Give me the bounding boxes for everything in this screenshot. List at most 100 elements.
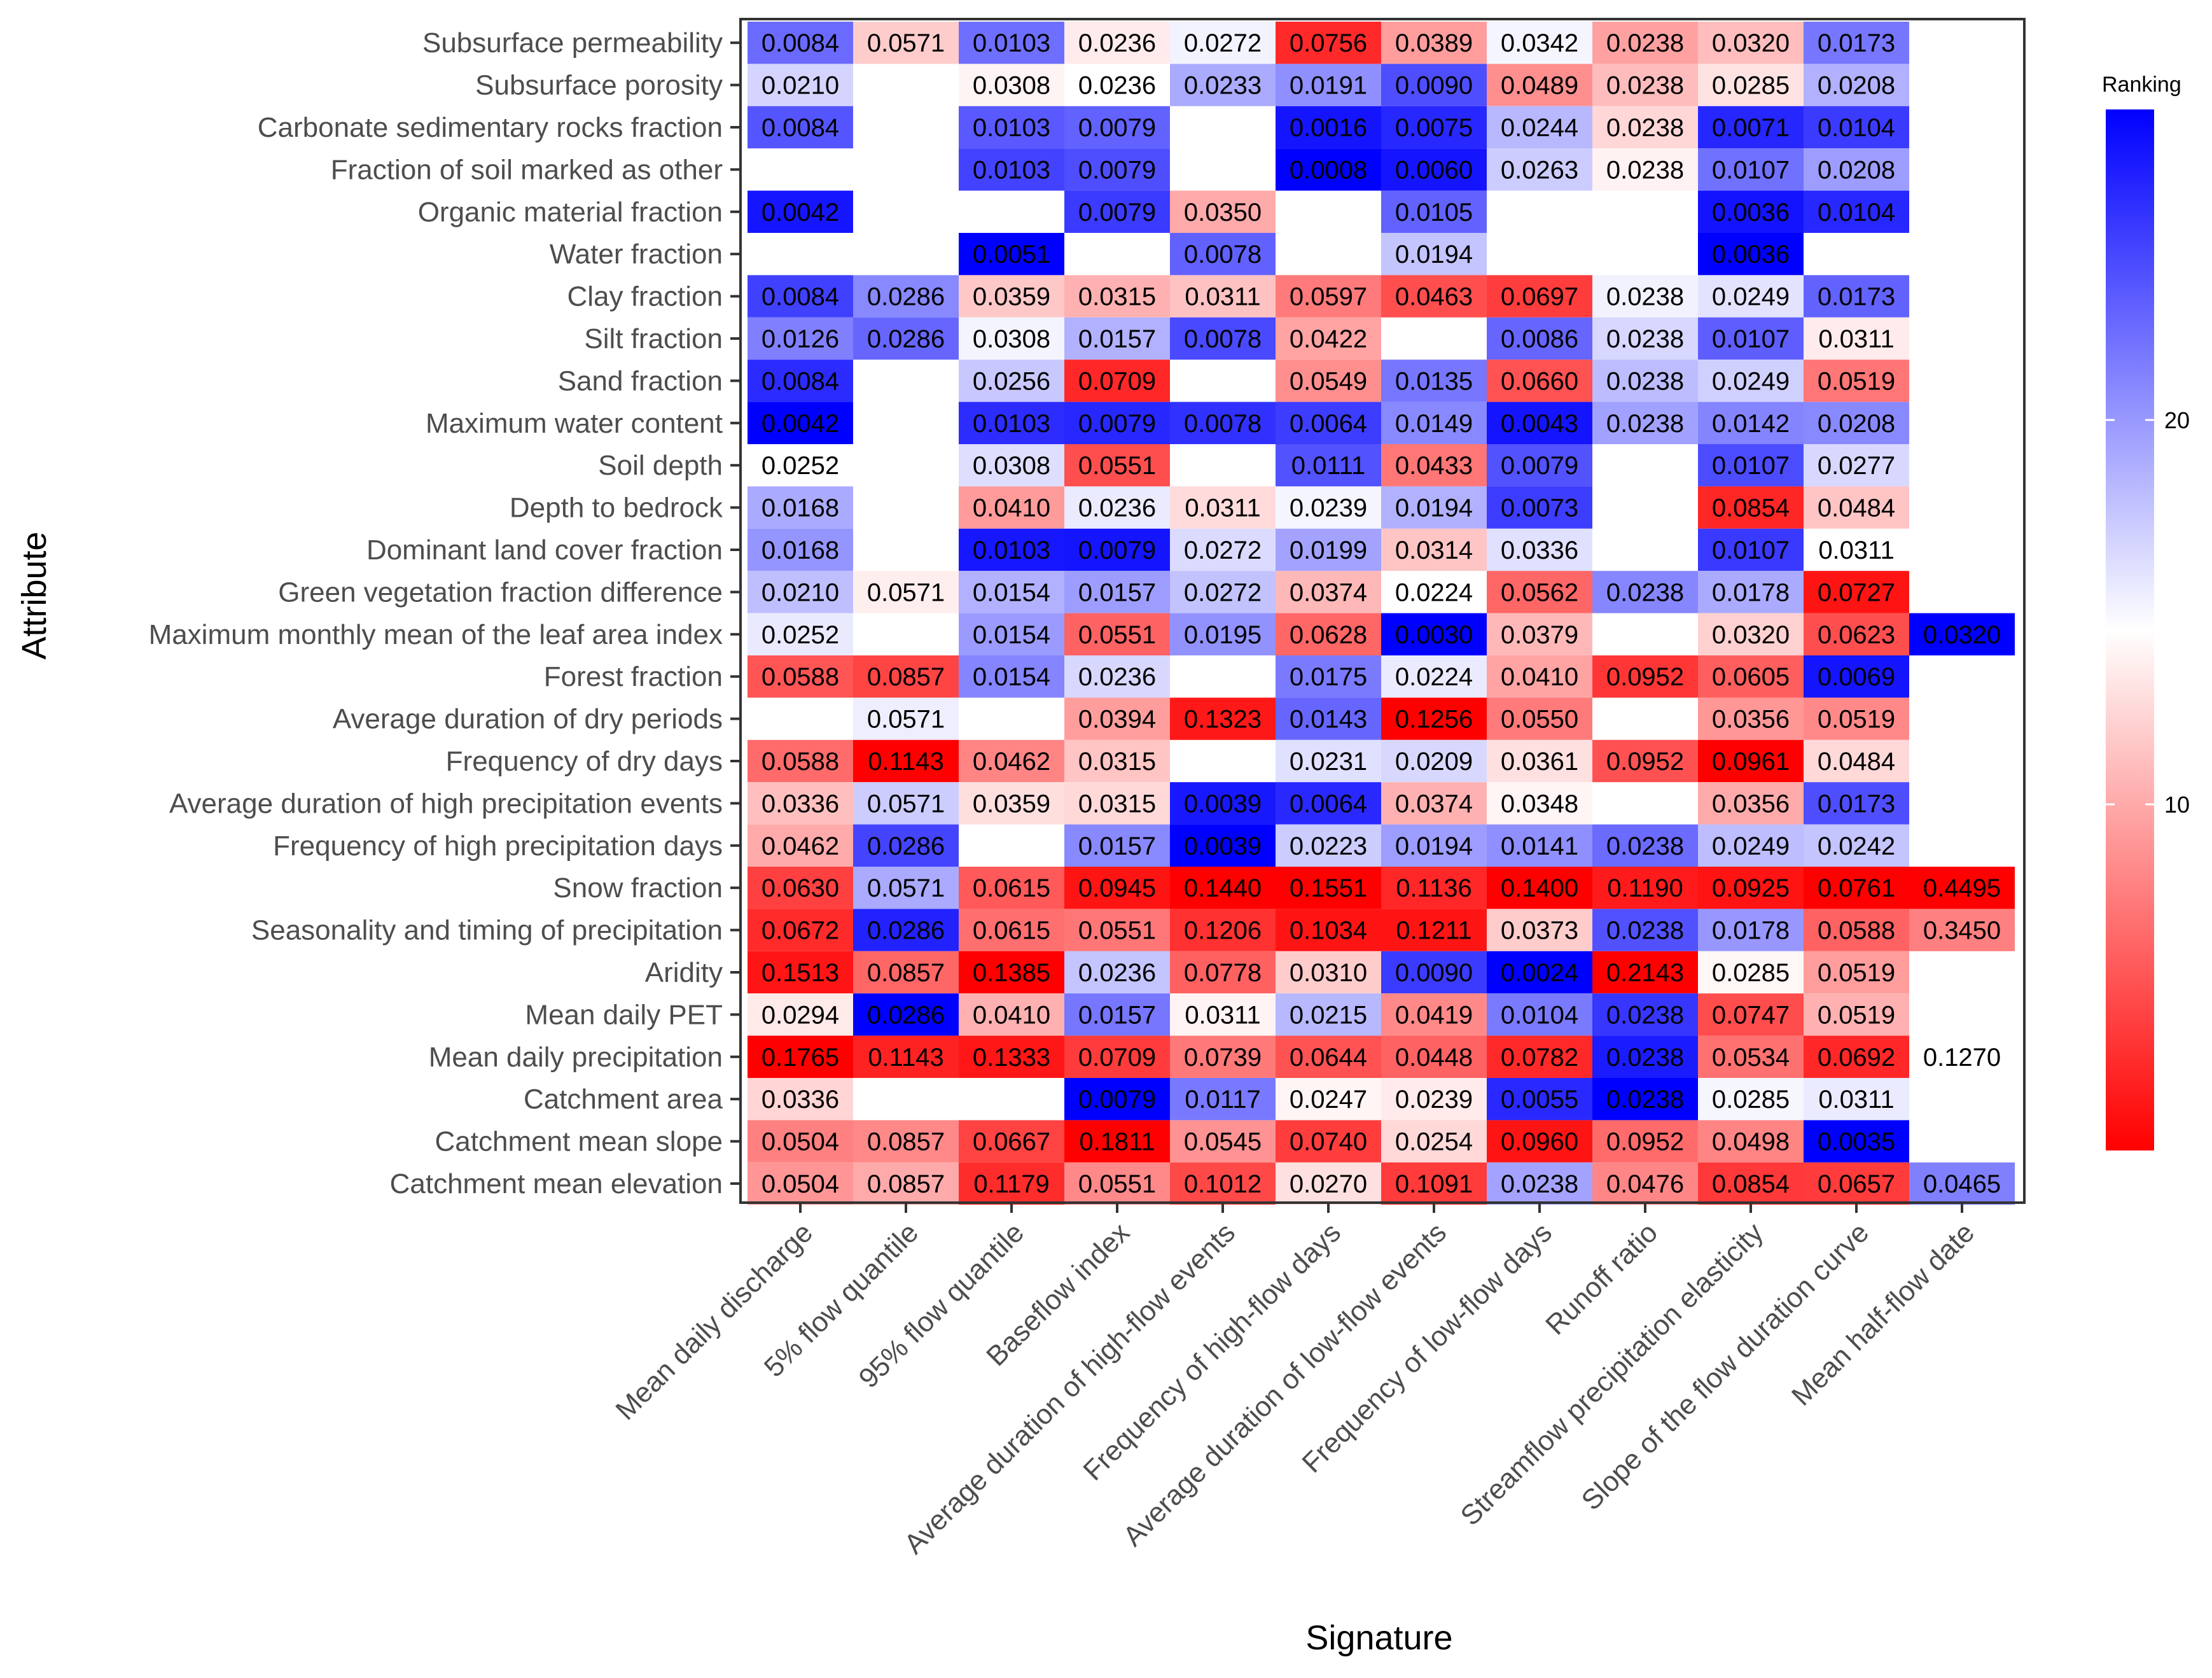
cell-value-label: 0.0660 (1501, 367, 1578, 395)
cell-value-label: 0.0039 (1184, 790, 1262, 818)
cell-value-label: 0.0103 (973, 29, 1050, 57)
cell-value-label: 0.0465 (1923, 1170, 2001, 1198)
heatmap-cell (959, 1162, 1064, 1205)
heatmap-cell (1804, 824, 1909, 867)
heatmap-cell (1064, 402, 1170, 444)
cell-value-label: 0.0519 (1818, 367, 1895, 395)
heatmap-cell (1276, 1035, 1381, 1078)
cell-value-label: 0.0709 (1078, 367, 1156, 395)
cell-value-label: 0.0154 (973, 578, 1050, 606)
heatmap-cell (1381, 1035, 1487, 1078)
heatmap-cell (1276, 444, 1381, 487)
cell-value-label: 0.0208 (1818, 410, 1895, 438)
cell-value-label: 0.0270 (1290, 1170, 1367, 1198)
cell-value-label: 0.0238 (1606, 410, 1684, 438)
heatmap-cell (1381, 64, 1487, 106)
heatmap-cell (748, 317, 853, 360)
cell-value-label: 0.1206 (1184, 917, 1262, 945)
heatmap-cell (748, 571, 853, 613)
cell-value-label: 0.0191 (1290, 72, 1367, 100)
cell-value-label: 0.0320 (1712, 621, 1790, 649)
cell-value-label: 0.0348 (1501, 790, 1578, 818)
heatmap-cell (1276, 613, 1381, 655)
heatmap-cell (1170, 824, 1276, 867)
heatmap-cell (1698, 528, 1804, 571)
cell-value-label: 0.0782 (1501, 1044, 1578, 1072)
heatmap-cell (1381, 22, 1487, 64)
cell-value-label: 0.0079 (1501, 452, 1578, 480)
legend-colorbar (2106, 109, 2154, 1150)
cell-value-label: 0.0311 (1818, 1086, 1894, 1114)
y-tick-label: Subsurface permeability (422, 27, 723, 59)
heatmap-cell (1698, 275, 1804, 318)
heatmap-cell (748, 1078, 853, 1121)
cell-value-label: 0.0126 (762, 325, 839, 353)
cell-value-label: 0.0073 (1501, 494, 1578, 522)
heatmap-cell (748, 909, 853, 951)
cell-value-label: 0.0252 (762, 452, 839, 480)
cell-value-label: 0.0173 (1818, 283, 1895, 311)
cell-value-label: 0.0117 (1185, 1086, 1260, 1114)
cell-value-label: 0.0168 (762, 536, 839, 564)
heatmap-cell (1804, 1078, 1909, 1121)
heatmap-cell (1170, 22, 1276, 64)
heatmap-cell (1698, 402, 1804, 444)
heatmap-cell (748, 993, 853, 1036)
heatmap-cell (1276, 782, 1381, 825)
heatmap-cell (1064, 106, 1170, 149)
cell-value-label: 0.0692 (1818, 1044, 1895, 1072)
heatmap-cell (1909, 909, 2015, 951)
plot-panel-border (739, 18, 2026, 1204)
cell-value-label: 0.1765 (762, 1044, 839, 1072)
cell-value-label: 0.0008 (1290, 156, 1367, 184)
heatmap-cell (1381, 909, 1487, 951)
cell-value-label: 0.0597 (1290, 283, 1367, 311)
heatmap-cell (1487, 824, 1592, 867)
cell-value-label: 0.0086 (1501, 325, 1578, 353)
heatmap-cell (748, 528, 853, 571)
heatmap-cell (1064, 148, 1170, 191)
cell-value-label: 0.0024 (1501, 959, 1578, 987)
cell-value-label: 0.0311 (1185, 494, 1260, 522)
cell-value-label: 0.0060 (1395, 156, 1473, 184)
cell-value-label: 0.0105 (1395, 199, 1473, 227)
heatmap-cell (1698, 233, 1804, 276)
cell-value-label: 0.0374 (1290, 578, 1367, 606)
cell-value-label: 0.1211 (1396, 917, 1471, 945)
heatmap-cell (1276, 697, 1381, 740)
cell-value-label: 0.0199 (1290, 536, 1367, 564)
heatmap-cell (1592, 1078, 1698, 1121)
heatmap-cell (853, 655, 959, 698)
cell-value-label: 0.0519 (1818, 959, 1895, 987)
heatmap-cell (853, 571, 959, 613)
heatmap-cell (1064, 360, 1170, 402)
heatmap-cell (959, 360, 1064, 402)
heatmap-cell (1592, 148, 1698, 191)
heatmap-cell (1064, 613, 1170, 655)
heatmap-cell (1804, 739, 1909, 783)
cell-value-label: 0.0314 (1395, 536, 1473, 564)
heatmap-cell (1381, 739, 1487, 783)
heatmap-cell (1804, 993, 1909, 1036)
heatmap-cell (1592, 867, 1698, 909)
heatmap-cell (1064, 1162, 1170, 1205)
cell-value-label: 0.0952 (1606, 748, 1684, 776)
cell-value-label: 0.0373 (1501, 917, 1578, 945)
heatmap-cell (853, 993, 959, 1036)
cell-value-label: 0.0157 (1078, 832, 1156, 860)
heatmap-cell (1592, 1162, 1698, 1205)
y-tick-label: Water fraction (550, 239, 723, 270)
heatmap-cell (1276, 1120, 1381, 1163)
heatmap-cell (1276, 148, 1381, 191)
heatmap-cell (1487, 360, 1592, 402)
cell-value-label: 0.0238 (1606, 832, 1684, 860)
heatmap-cell (1381, 233, 1487, 276)
cell-value-label: 0.0433 (1395, 452, 1473, 480)
cell-value-label: 0.0310 (1290, 959, 1367, 987)
heatmap-cell (959, 993, 1064, 1036)
cell-value-label: 0.0462 (762, 832, 839, 860)
cell-value-label: 0.0605 (1712, 663, 1790, 691)
cell-value-label: 0.0051 (973, 241, 1050, 269)
cell-value-label: 0.0239 (1290, 494, 1367, 522)
heatmap-cell (1698, 697, 1804, 740)
